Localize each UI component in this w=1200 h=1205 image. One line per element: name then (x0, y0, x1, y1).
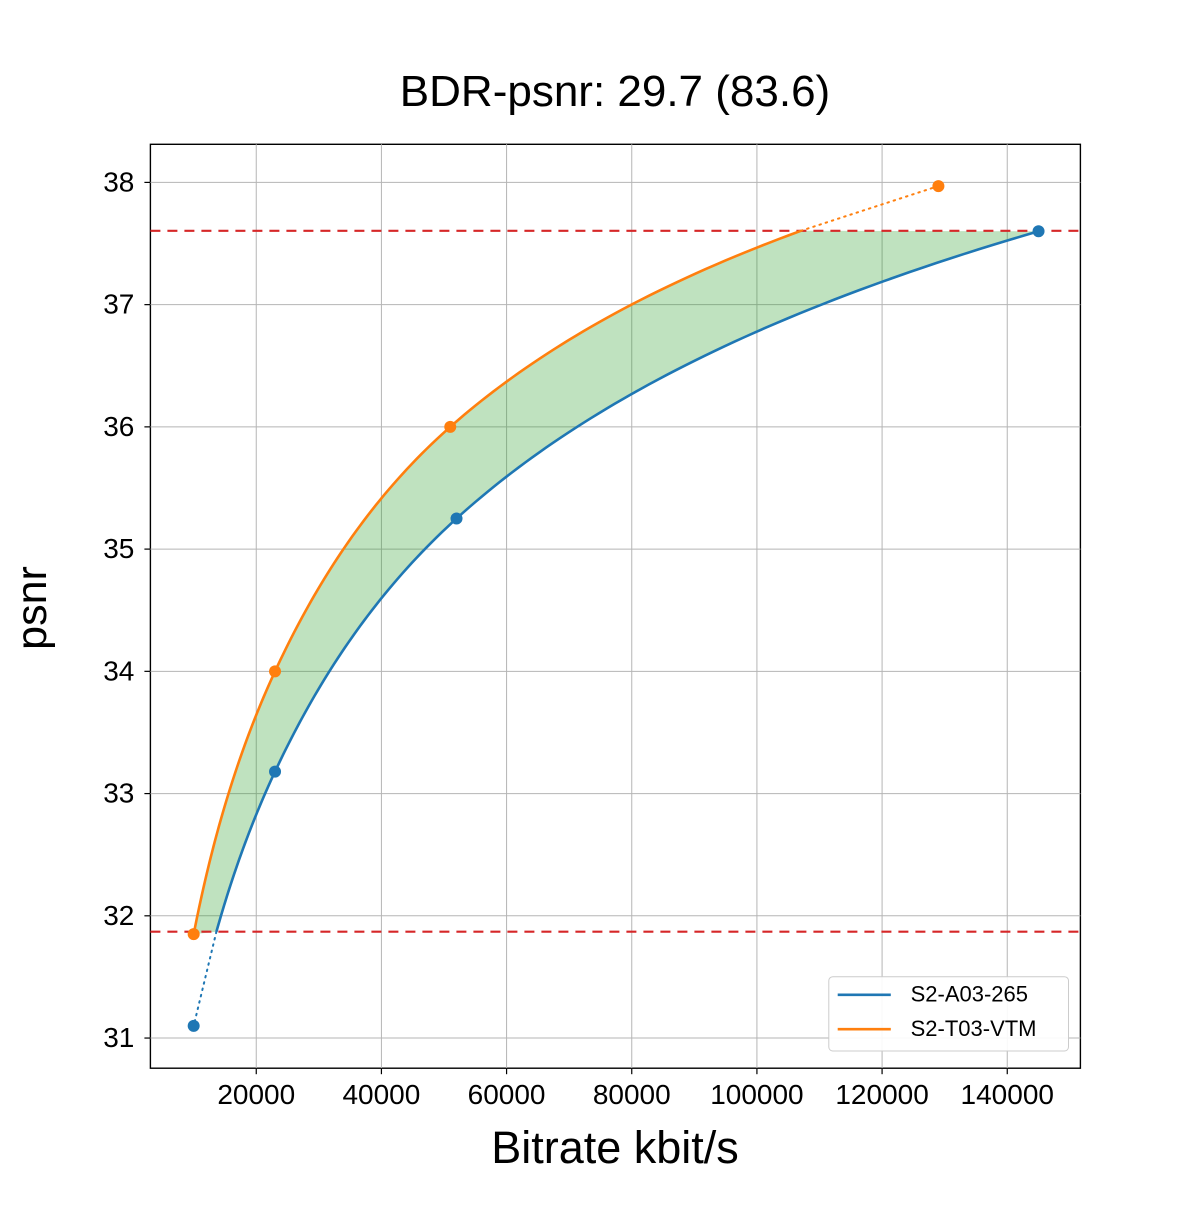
svg-text:31: 31 (103, 1022, 134, 1053)
svg-text:40000: 40000 (342, 1079, 420, 1110)
svg-text:psnr: psnr (8, 566, 56, 650)
svg-text:120000: 120000 (835, 1079, 928, 1110)
svg-text:32: 32 (103, 900, 134, 931)
svg-text:33: 33 (103, 778, 134, 809)
svg-text:60000: 60000 (468, 1079, 546, 1110)
svg-text:38: 38 (103, 166, 134, 197)
svg-text:20000: 20000 (217, 1079, 295, 1110)
svg-text:100000: 100000 (710, 1079, 803, 1110)
svg-text:35: 35 (103, 533, 134, 564)
svg-text:S2-T03-VTM: S2-T03-VTM (911, 1016, 1037, 1041)
svg-text:80000: 80000 (593, 1079, 671, 1110)
svg-text:BDR-psnr: 29.7 (83.6): BDR-psnr: 29.7 (83.6) (400, 67, 830, 116)
svg-text:36: 36 (103, 411, 134, 442)
svg-text:34: 34 (103, 655, 134, 686)
svg-text:S2-A03-265: S2-A03-265 (911, 982, 1028, 1007)
svg-text:140000: 140000 (961, 1079, 1054, 1110)
svg-text:Bitrate kbit/s: Bitrate kbit/s (491, 1122, 739, 1173)
svg-text:37: 37 (103, 289, 134, 320)
